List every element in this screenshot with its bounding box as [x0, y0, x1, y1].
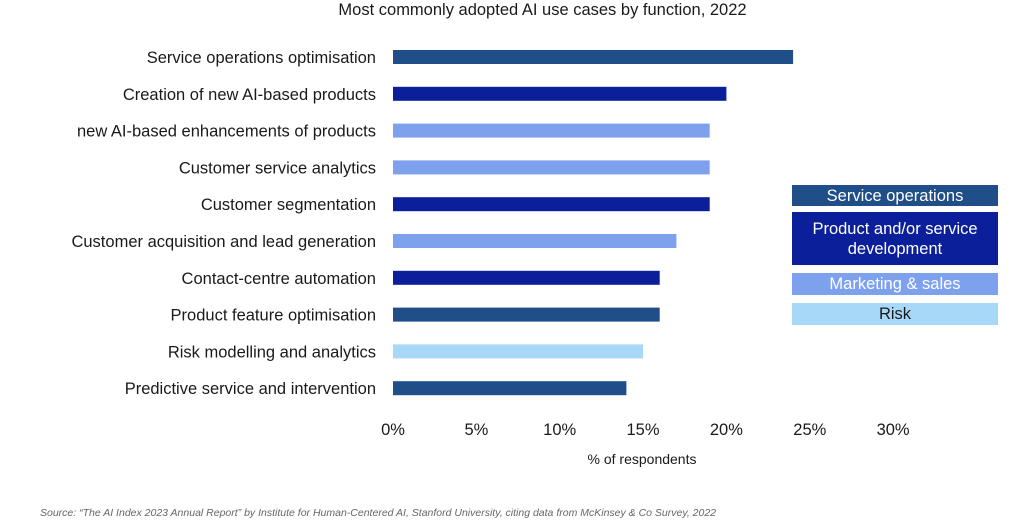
x-tick-label-6: 30%	[877, 421, 910, 439]
category-label-4: Customer segmentation	[201, 196, 376, 214]
legend-item-1: Product and/or service development	[792, 212, 998, 265]
bar-2	[393, 123, 710, 138]
bars-layer	[393, 50, 794, 396]
category-label-2: new AI-based enhancements of products	[77, 123, 376, 141]
bar-8	[393, 344, 644, 359]
category-label-1: Creation of new AI-based products	[123, 86, 376, 104]
x-tick-label-1: 5%	[464, 421, 488, 439]
x-tick-label-4: 20%	[710, 421, 743, 439]
bar-6	[393, 270, 660, 285]
legend-label-1: Product and/or service development	[812, 219, 978, 258]
x-tick-label-0: 0%	[381, 421, 405, 439]
bar-1	[393, 86, 727, 101]
category-label-8: Risk modelling and analytics	[168, 343, 376, 361]
bar-5	[393, 234, 677, 248]
legend-item-3: Risk	[792, 303, 998, 325]
bar-4	[393, 197, 710, 212]
bar-0	[393, 50, 794, 64]
x-tick-label-5: 25%	[793, 421, 826, 439]
category-label-6: Contact-centre automation	[182, 270, 376, 288]
category-label-7: Product feature optimisation	[171, 307, 376, 325]
legend-item-0: Service operations	[792, 185, 998, 206]
category-label-5: Customer acquisition and lead generation	[71, 233, 376, 251]
x-axis-label: % of respondents	[587, 451, 697, 467]
category-label-0: Service operations optimisation	[147, 49, 376, 67]
bar-9	[393, 381, 627, 396]
x-tick-labels: 0% 5% 10% 15% 20% 25% 30%	[381, 421, 910, 439]
legend-label-2: Marketing & sales	[829, 275, 961, 293]
bar-3	[393, 160, 710, 175]
source-note: Source: “The AI Index 2023 Annual Report…	[40, 507, 717, 519]
category-label-9: Predictive service and intervention	[125, 380, 376, 398]
x-tick-label-3: 15%	[626, 421, 659, 439]
legend-label-3: Risk	[878, 305, 912, 323]
bar-7	[393, 307, 660, 322]
category-label-3: Customer service analytics	[179, 159, 376, 177]
x-tick-label-2: 10%	[543, 421, 576, 439]
chart-title: Most commonly adopted AI use cases by fu…	[338, 1, 747, 19]
category-labels: Service operations optimisation Creation …	[71, 49, 376, 398]
legend-item-2: Marketing & sales	[792, 273, 998, 295]
legend-label-0: Service operations	[826, 186, 964, 205]
